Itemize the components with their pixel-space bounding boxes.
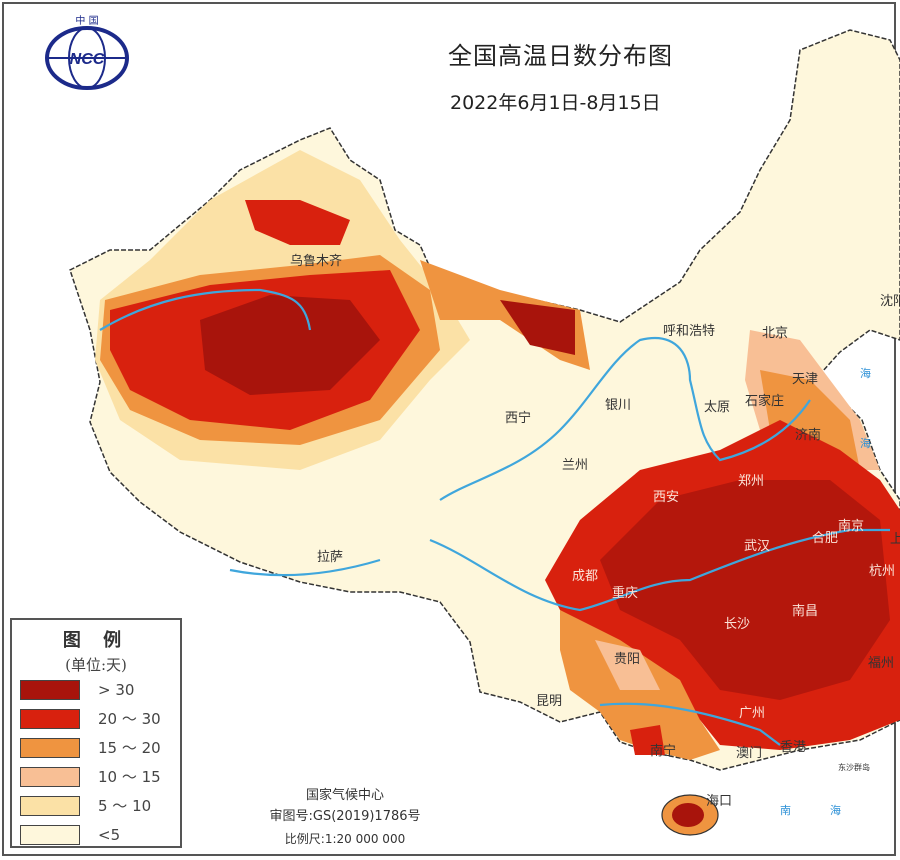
legend-unit: (单位:天) — [65, 656, 127, 674]
agency-name: 国家气候中心 — [305, 788, 384, 803]
sea-label: 南 — [780, 804, 791, 817]
city-label: 南昌 — [792, 604, 819, 619]
legend-label: > 30 — [98, 680, 135, 699]
legend-item: 5 ～ 10 — [20, 791, 180, 820]
legend-title: 图 例 — [62, 630, 130, 651]
heat-zones — [95, 150, 900, 760]
city-label: 乌鲁木齐 — [290, 254, 343, 269]
city-label: 上 — [890, 532, 900, 547]
city-label: 昆明 — [536, 694, 563, 709]
legend-swatch — [20, 737, 80, 758]
city-label: 拉萨 — [317, 550, 344, 565]
city-label: 福州 — [868, 656, 895, 671]
legend-swatch — [20, 824, 80, 845]
city-label: 呼和浩特 — [663, 324, 716, 339]
legend-swatch — [20, 708, 80, 729]
city-label: 北京 — [762, 326, 789, 341]
city-label: 沈阳 — [880, 294, 900, 309]
svg-text:中 国: 中 国 — [75, 14, 98, 27]
city-label: 武汉 — [744, 539, 771, 554]
city-label: 兰州 — [562, 458, 589, 473]
sea-label: 海 — [830, 804, 841, 817]
yarlung-river — [229, 558, 381, 577]
legend-label: 5 ～ 10 — [98, 797, 152, 815]
yellow-river — [439, 337, 811, 501]
city-label: 海口 — [706, 794, 733, 809]
city-label: 西宁 — [505, 411, 532, 426]
city-label: 济南 — [795, 428, 822, 443]
pearl-river — [599, 702, 781, 746]
city-label: 合肥 — [812, 531, 839, 546]
legend-label: 10 ～ 15 — [98, 768, 161, 786]
city-label: 广州 — [739, 706, 766, 721]
legend-label: 20 ～ 30 — [98, 710, 161, 728]
legend-item: 10 ～ 15 — [20, 762, 180, 791]
sea-label: 海 — [860, 367, 871, 380]
city-label: 杭州 — [869, 564, 896, 579]
city-label: 南京 — [838, 519, 865, 534]
city-label: 郑州 — [738, 474, 765, 489]
map-scale: 比例尺:1:20 000 000 — [284, 832, 406, 846]
city-label: 西安 — [653, 490, 680, 505]
legend-item: <5 — [20, 820, 180, 849]
rivers — [99, 288, 890, 746]
legend-swatch — [20, 795, 80, 816]
city-label: 银川 — [605, 398, 632, 413]
legend: 图 例 (单位:天) > 30 20 ～ 30 15 ～ 20 10 ～ 15 5 ～ … — [10, 618, 182, 848]
sea-label: 海 — [860, 437, 871, 450]
city-label: 澳门 — [736, 746, 763, 761]
city-label: 太原 — [704, 400, 731, 415]
legend-label: <5 — [98, 825, 121, 844]
city-label: 东沙群岛 — [838, 763, 870, 772]
legend-item: > 30 — [20, 675, 180, 704]
map-title: 全国高温日数分布图 — [448, 42, 673, 70]
city-label: 天津 — [792, 372, 819, 387]
ncc-logo: NCC 中 国 — [45, 14, 129, 90]
yangtze-river — [429, 528, 890, 612]
city-label: 长沙 — [724, 617, 751, 632]
map-approval-number: 审图号:GS(2019)1786号 — [269, 809, 421, 824]
tarim-river — [99, 288, 312, 331]
date-range: 2022年6月1日-8月15日 — [450, 92, 661, 114]
city-label: 石家庄 — [745, 394, 785, 409]
city-label: 南宁 — [650, 744, 677, 759]
city-label: 贵阳 — [614, 652, 641, 667]
svg-text:NCC: NCC — [70, 51, 105, 68]
city-label: 成都 — [572, 569, 599, 584]
legend-item: 15 ～ 20 — [20, 733, 180, 762]
legend-item: 20 ～ 30 — [20, 704, 180, 733]
city-label: 香港 — [780, 740, 807, 755]
city-label: 重庆 — [612, 586, 639, 601]
legend-label: 15 ～ 20 — [98, 739, 161, 757]
legend-swatch — [20, 679, 80, 700]
legend-swatch — [20, 766, 80, 787]
